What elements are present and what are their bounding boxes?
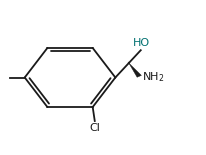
Text: HO: HO xyxy=(133,38,150,48)
Text: NH$_2$: NH$_2$ xyxy=(142,70,165,84)
Text: Cl: Cl xyxy=(89,123,100,133)
Polygon shape xyxy=(129,63,141,77)
